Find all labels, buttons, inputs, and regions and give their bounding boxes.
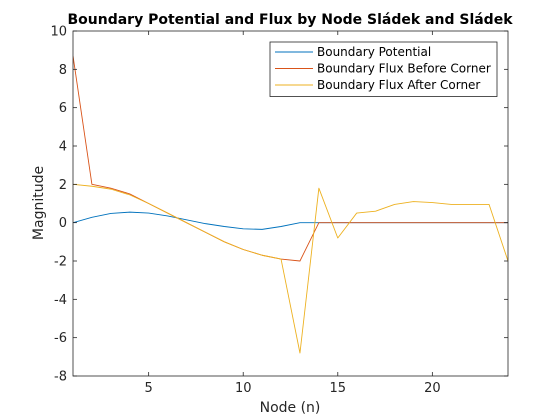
x-axis-label: Node (n) (260, 400, 321, 416)
y-tick-label: -6 (54, 331, 67, 346)
series-layer (73, 55, 508, 354)
x-tick-label: 10 (235, 381, 252, 396)
plot-frame (72, 30, 509, 377)
y-tick-label: -4 (54, 293, 67, 308)
y-tick-label: 10 (50, 25, 67, 40)
y-tick-label: 4 (59, 140, 67, 155)
y-axis-label: Magnitude (31, 166, 47, 240)
y-tick-label: -2 (54, 255, 67, 270)
legend-label-3: Boundary Flux After Corner (317, 78, 480, 92)
y-tick-label: 2 (59, 178, 67, 193)
legend-box (269, 41, 498, 97)
y-tick-label: 6 (59, 101, 67, 116)
chart-title: Boundary Potential and Flux by Node Slád… (67, 12, 513, 28)
y-tick-label: 8 (59, 63, 67, 78)
x-tick-label: 15 (330, 381, 347, 396)
x-tick-label: 20 (424, 381, 441, 396)
legend-label-1: Boundary Potential (317, 45, 431, 59)
y-tick-label: -8 (54, 370, 67, 385)
series-line-3 (73, 183, 508, 354)
legend: Boundary Potential Boundary Flux Before C… (269, 41, 498, 97)
legend-label-2: Boundary Flux Before Corner (317, 62, 491, 76)
ticks-layer: 5 10 15 20 -8 -6 -4 -2 0 2 4 6 8 10 (50, 25, 508, 396)
y-tick-label: 0 (59, 216, 67, 231)
x-tick-label: 5 (145, 381, 153, 396)
